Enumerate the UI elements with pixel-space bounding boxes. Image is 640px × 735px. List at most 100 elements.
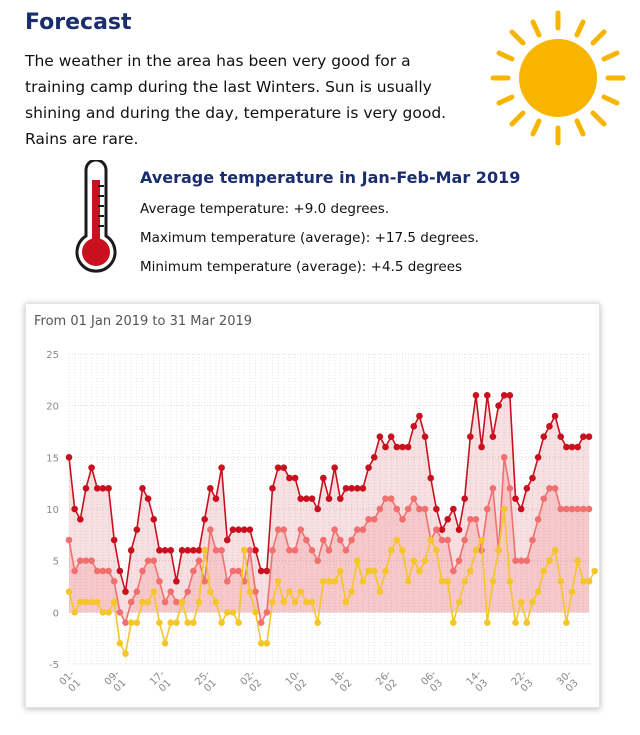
- average-point: [404, 505, 412, 513]
- minimum-point: [500, 505, 508, 513]
- sun-icon: [490, 10, 626, 146]
- y-tick-label: -5: [49, 660, 59, 671]
- maximum-point: [127, 547, 135, 554]
- average-point: [195, 557, 203, 564]
- maximum-point: [190, 547, 197, 554]
- maximum-point: [195, 547, 203, 554]
- maximum-point: [122, 588, 129, 595]
- minimum-point: [512, 619, 519, 626]
- maximum-point: [404, 443, 412, 451]
- maximum-point: [280, 464, 288, 471]
- average-point: [269, 547, 276, 554]
- maximum-point: [438, 526, 446, 533]
- temperature-stats: Average temperature in Jan-Feb-Mar 2019 …: [140, 168, 520, 282]
- maximum-point: [246, 526, 254, 533]
- minimum-point: [421, 557, 429, 564]
- maximum-point: [427, 474, 435, 482]
- minimum-point: [370, 567, 378, 575]
- average-point: [365, 516, 372, 523]
- maximum-point: [399, 443, 406, 451]
- average-point: [438, 536, 446, 544]
- minimum-point: [348, 588, 355, 595]
- minimum-point: [337, 567, 344, 575]
- stat-minimum: Minimum temperature (average): +4.5 degr…: [140, 259, 463, 275]
- average-point: [229, 567, 237, 575]
- average-point: [467, 516, 474, 523]
- thermometer-icon: [75, 160, 117, 273]
- average-point: [139, 567, 146, 575]
- maximum-point: [201, 516, 208, 523]
- maximum-point: [467, 433, 474, 440]
- average-point: [71, 567, 78, 575]
- minimum-point: [359, 578, 367, 585]
- y-tick-label: 0: [53, 608, 59, 619]
- minimum-point: [450, 619, 457, 626]
- maximum-point: [218, 464, 225, 471]
- maximum-point: [563, 443, 570, 451]
- maximum-point: [455, 526, 463, 533]
- maximum-point: [337, 495, 344, 502]
- maximum-point: [370, 454, 378, 461]
- maximum-point: [546, 423, 553, 430]
- x-tick-label: 26-02: [374, 668, 401, 695]
- average-point: [65, 536, 73, 544]
- minimum-point: [574, 557, 581, 564]
- x-tick-label: 10-02: [284, 668, 311, 695]
- y-tick-label: 25: [46, 350, 59, 361]
- minimum-point: [416, 567, 423, 575]
- minimum-point: [144, 598, 152, 606]
- x-tick-label: 22-03: [510, 668, 537, 695]
- minimum-point: [557, 578, 565, 585]
- minimum-point: [444, 578, 451, 585]
- average-point: [173, 598, 180, 606]
- minimum-point: [585, 578, 593, 585]
- average-point: [472, 516, 480, 523]
- average-point: [303, 536, 310, 544]
- maximum-point: [235, 526, 242, 533]
- minimum-point: [263, 640, 271, 647]
- minimum-point: [546, 557, 553, 564]
- minimum-point: [99, 609, 107, 616]
- x-tick-label: 09-01: [103, 668, 130, 695]
- average-point: [342, 547, 350, 554]
- average-point: [99, 567, 107, 575]
- minimum-point: [461, 578, 468, 585]
- minimum-point: [534, 588, 542, 595]
- average-point: [517, 557, 525, 564]
- maximum-point: [483, 392, 491, 399]
- average-point: [144, 557, 152, 564]
- maximum-point: [139, 485, 146, 492]
- average-point: [563, 505, 570, 513]
- maximum-point: [184, 547, 191, 554]
- maximum-point: [286, 474, 293, 482]
- minimum-point: [580, 578, 587, 585]
- average-point: [370, 516, 378, 523]
- minimum-point: [235, 619, 242, 626]
- minimum-point: [551, 547, 559, 554]
- average-point: [410, 495, 418, 502]
- stat-maximum: Maximum temperature (average): +17.5 deg…: [140, 230, 479, 246]
- average-point: [585, 505, 593, 513]
- maximum-point: [523, 485, 531, 492]
- minimum-point: [257, 640, 265, 647]
- minimum-point: [240, 547, 248, 554]
- average-point: [331, 526, 338, 533]
- maximum-point: [167, 547, 175, 554]
- average-point: [184, 588, 191, 595]
- maximum-point: [365, 464, 372, 471]
- average-point: [133, 588, 141, 595]
- minimum-point: [506, 578, 514, 585]
- maximum-point: [82, 485, 90, 492]
- maximum-point: [207, 485, 214, 492]
- average-point: [534, 516, 542, 523]
- minimum-point: [150, 588, 158, 595]
- minimum-point: [156, 619, 163, 626]
- maximum-point: [568, 443, 576, 451]
- average-point: [274, 526, 282, 533]
- minimum-point: [201, 547, 208, 554]
- maximum-point: [410, 423, 418, 430]
- temperature-chart: -5 0 5 10 15 20 25 01-01 09-01 17-01 25-01 02-02 10-…: [46, 350, 598, 695]
- average-point: [393, 505, 401, 513]
- average-point: [218, 547, 225, 554]
- minimum-point: [472, 547, 480, 554]
